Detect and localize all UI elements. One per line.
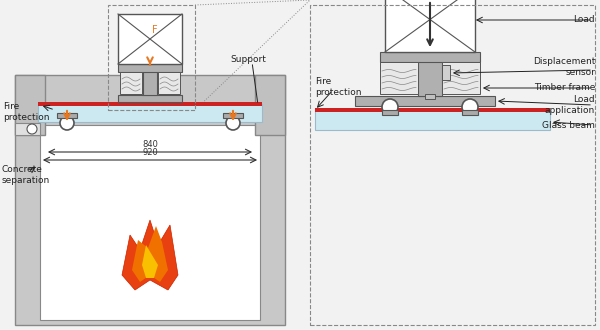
Bar [15, 75, 285, 325]
Bar [143, 70, 157, 95]
Bar [38, 102, 262, 106]
Bar [15, 123, 40, 135]
Bar [315, 108, 550, 112]
Text: F: F [152, 25, 158, 35]
Bar [418, 61, 442, 96]
Bar [380, 52, 480, 62]
Text: Concrete
separation: Concrete separation [2, 165, 50, 185]
Text: Support: Support [230, 55, 266, 64]
Bar [315, 110, 550, 130]
Bar [57, 113, 77, 118]
Bar [223, 113, 243, 118]
Text: Glass beam: Glass beam [542, 120, 595, 129]
Bar [442, 62, 480, 94]
Bar [385, 0, 475, 52]
Bar [158, 72, 180, 94]
Text: Displacement
sensor: Displacement sensor [533, 57, 595, 77]
Bar [382, 110, 398, 115]
Polygon shape [142, 245, 158, 278]
Text: Fire
protection: Fire protection [315, 77, 361, 97]
Bar [462, 110, 478, 115]
Circle shape [226, 116, 240, 130]
Text: Load: Load [574, 16, 595, 24]
Bar [118, 95, 182, 102]
Bar [15, 75, 45, 135]
Bar [118, 64, 182, 72]
Circle shape [27, 124, 37, 134]
Circle shape [60, 116, 74, 130]
Bar [38, 104, 262, 122]
Polygon shape [122, 220, 178, 290]
Bar [118, 14, 182, 64]
Text: 920: 920 [142, 148, 158, 157]
Bar [255, 75, 285, 135]
Bar [355, 96, 495, 106]
Polygon shape [132, 226, 168, 282]
Text: Fire
protection: Fire protection [3, 102, 49, 122]
Text: Timber frame: Timber frame [533, 83, 595, 92]
Bar [442, 65, 450, 80]
Circle shape [462, 99, 478, 115]
Bar [40, 125, 260, 320]
Text: 840: 840 [142, 140, 158, 149]
Text: Load
application: Load application [545, 95, 595, 115]
Bar [380, 62, 418, 94]
Bar [425, 94, 435, 99]
Circle shape [382, 99, 398, 115]
Bar [120, 72, 142, 94]
